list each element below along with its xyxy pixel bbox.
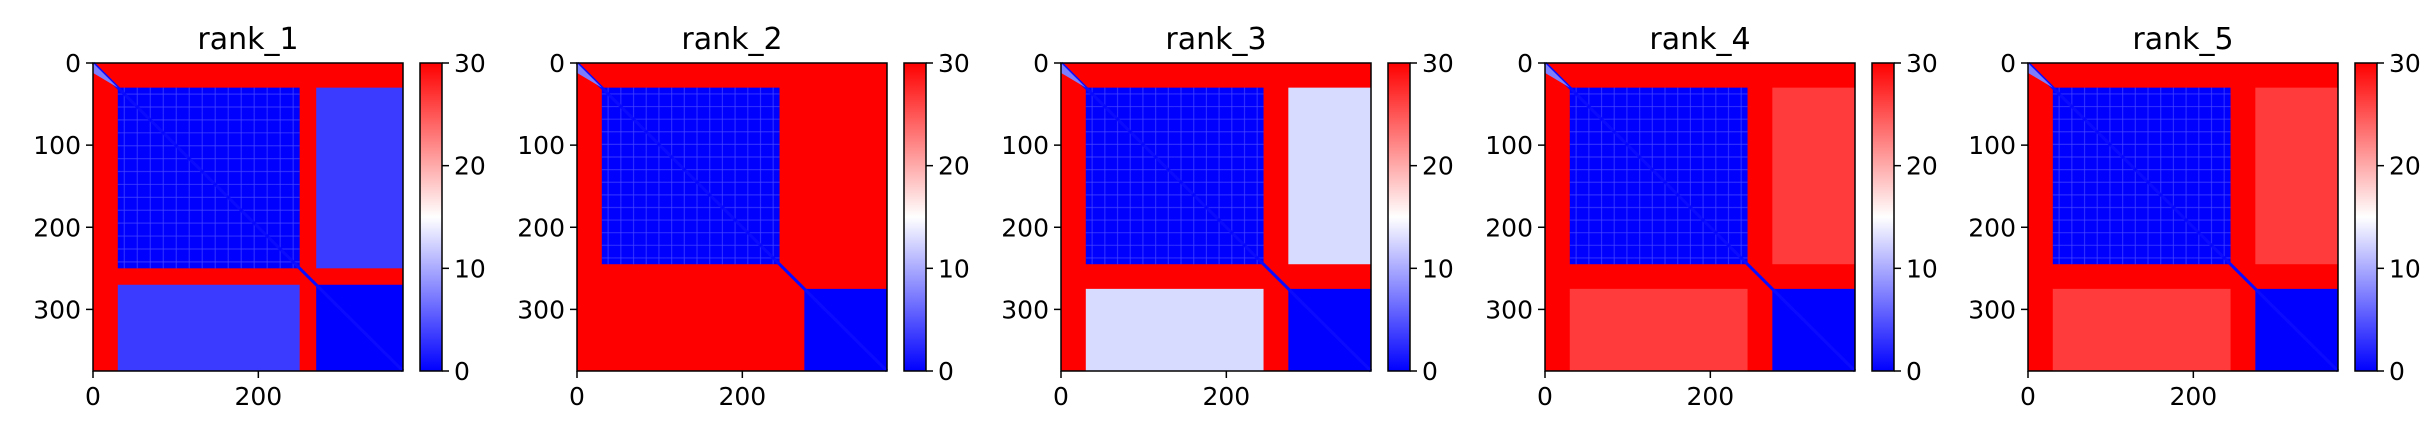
colorbar-tick-label: 0 — [938, 357, 954, 386]
x-tick-label: 0 — [85, 382, 101, 411]
y-tick-label: 200 — [1001, 213, 1049, 242]
diagonal — [91, 61, 405, 373]
y-tick-label: 300 — [517, 295, 565, 324]
colorbar-tick-label: 30 — [454, 49, 486, 78]
axes-frame — [2027, 62, 2339, 372]
y-tick-label: 100 — [1968, 131, 2016, 160]
inter-domain-block — [1288, 87, 1371, 265]
x-tick-label: 200 — [1686, 382, 1734, 411]
colorbar-tick-label: 30 — [1422, 49, 1454, 78]
panel-rank_2: rank_2 0 100 200 300 0 200 0 10 20 30 — [517, 22, 970, 411]
y-tick-label: 200 — [33, 213, 81, 242]
y-tick-label: 0 — [1033, 49, 1049, 78]
inter-domain-block — [1569, 288, 1748, 371]
y-tick-label: 200 — [1485, 213, 1533, 242]
x-tick-label: 0 — [2020, 382, 2036, 411]
colorbar-tick-label: 10 — [1422, 254, 1454, 283]
panel-rank_1: rank_1 0 100 200 300 0 200 0 10 20 30 — [33, 22, 486, 411]
heatmap-image — [91, 61, 405, 373]
panel-title: rank_5 — [2132, 22, 2233, 57]
colorbar: 0 10 20 30 — [1387, 49, 1454, 386]
y-tick-label: 300 — [33, 295, 81, 324]
colorbar-tick-label: 30 — [2389, 49, 2421, 78]
diagonal — [2026, 61, 2340, 373]
axes-frame — [576, 62, 888, 372]
x-tick-label: 200 — [234, 382, 282, 411]
axes-frame — [1060, 62, 1372, 372]
heatmap-image — [1543, 61, 1857, 373]
y-tick-label: 100 — [1001, 131, 1049, 160]
x-tick-label: 0 — [569, 382, 585, 411]
colorbar-tick-label: 10 — [1906, 254, 1938, 283]
diagonal — [1059, 61, 1373, 373]
colorbar-tick-label: 30 — [1906, 49, 1938, 78]
inter-domain-block — [316, 87, 403, 269]
panel-rank_3: rank_3 0 100 200 300 0 200 0 10 20 30 — [1001, 22, 1454, 411]
colorbar: 0 10 20 30 — [2354, 49, 2421, 386]
diagonal — [1543, 61, 1857, 373]
y-tick-label: 300 — [1968, 295, 2016, 324]
panel-title: rank_2 — [681, 22, 782, 57]
y-tick-label: 300 — [1485, 295, 1533, 324]
inter-domain-block — [1772, 87, 1855, 265]
diagonal — [575, 61, 889, 373]
inter-domain-block — [2052, 288, 2231, 371]
inter-domain-block — [804, 87, 887, 265]
axes-frame — [1544, 62, 1856, 372]
inter-domain-block — [1085, 288, 1264, 371]
panel-title: rank_3 — [1165, 22, 1266, 57]
y-tick-label: 0 — [65, 49, 81, 78]
colorbar-tick-label: 20 — [454, 152, 486, 181]
colorbar-tick-label: 0 — [1422, 357, 1438, 386]
axes-frame — [92, 62, 404, 372]
heatmap-image — [1059, 61, 1373, 373]
y-tick-label: 200 — [1968, 213, 2016, 242]
colorbar: 0 10 20 30 — [1871, 49, 1938, 386]
colorbar: 0 10 20 30 — [419, 49, 486, 386]
panel-rank_4: rank_4 0 100 200 300 0 200 0 10 20 30 — [1485, 22, 1938, 411]
y-tick-label: 0 — [549, 49, 565, 78]
inter-domain-block — [601, 288, 780, 371]
panel-title: rank_1 — [197, 22, 298, 57]
x-tick-label: 200 — [1202, 382, 1250, 411]
colorbar-tick-label: 0 — [2389, 357, 2405, 386]
y-tick-label: 100 — [33, 131, 81, 160]
colorbar-tick-label: 20 — [1906, 152, 1938, 181]
colorbar: 0 10 20 30 — [903, 49, 970, 386]
x-tick-label: 0 — [1537, 382, 1553, 411]
y-tick-label: 0 — [2000, 49, 2016, 78]
colorbar-tick-label: 30 — [938, 49, 970, 78]
heatmap-image — [575, 61, 889, 373]
colorbar-tick-label: 20 — [2389, 152, 2421, 181]
inter-domain-block — [2255, 87, 2338, 265]
x-tick-label: 200 — [718, 382, 766, 411]
x-tick-label: 200 — [2169, 382, 2217, 411]
panel-title: rank_4 — [1649, 22, 1750, 57]
panel-rank_5: rank_5 0 100 200 300 0 200 0 10 20 30 — [1968, 22, 2421, 411]
colorbar-tick-label: 0 — [454, 357, 470, 386]
x-tick-label: 0 — [1053, 382, 1069, 411]
y-tick-label: 300 — [1001, 295, 1049, 324]
y-tick-label: 200 — [517, 213, 565, 242]
inter-domain-block — [117, 284, 300, 371]
heatmap-image — [2026, 61, 2340, 373]
colorbar-tick-label: 0 — [1906, 357, 1922, 386]
colorbar-tick-label: 20 — [1422, 152, 1454, 181]
colorbar-tick-label: 10 — [2389, 254, 2421, 283]
y-tick-label: 100 — [517, 131, 565, 160]
colorbar-tick-label: 10 — [938, 254, 970, 283]
y-tick-label: 100 — [1485, 131, 1533, 160]
y-tick-label: 0 — [1517, 49, 1533, 78]
colorbar-tick-label: 10 — [454, 254, 486, 283]
colorbar-tick-label: 20 — [938, 152, 970, 181]
